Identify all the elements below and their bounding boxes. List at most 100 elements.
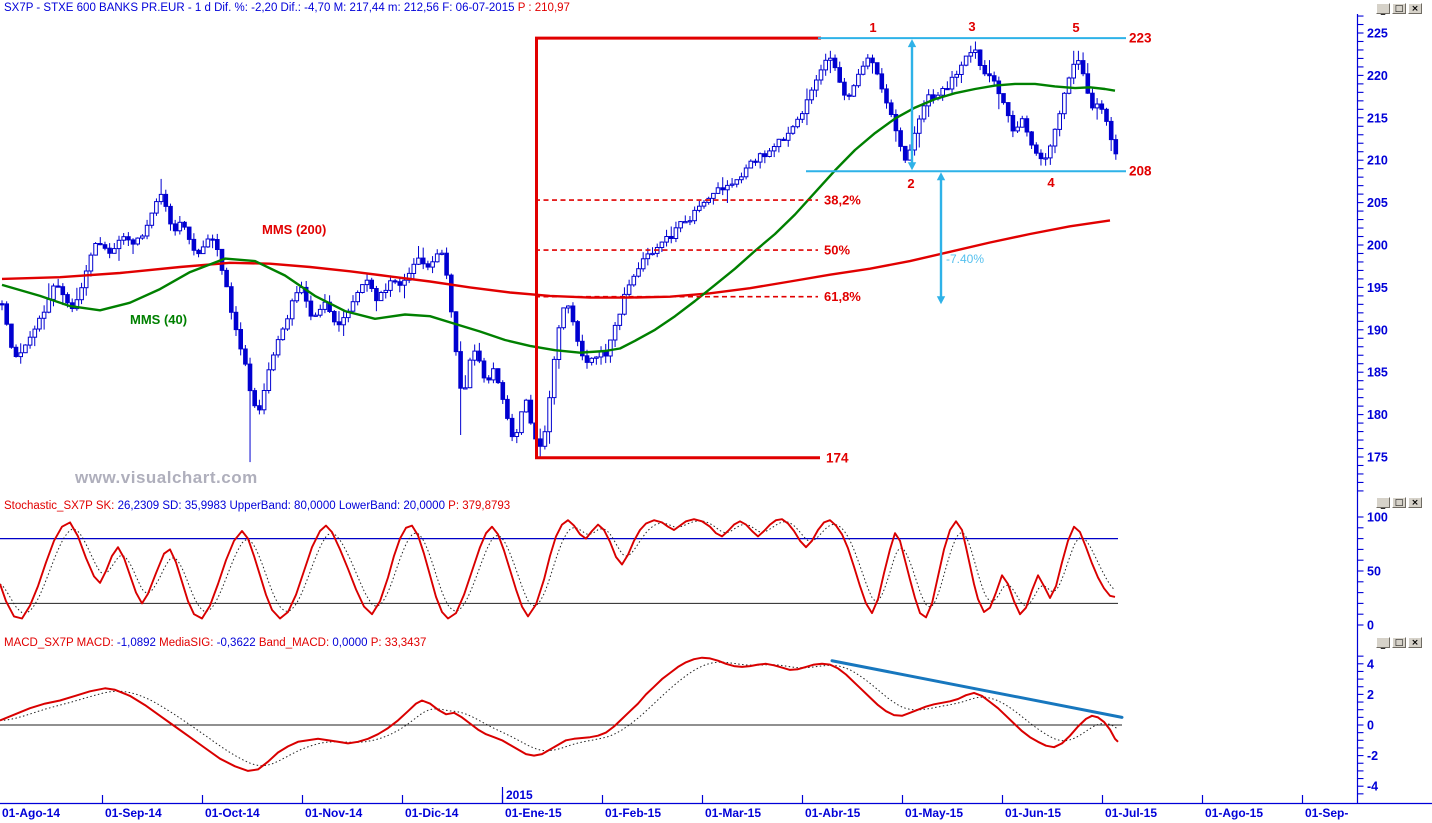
moving-averages: MMS (200) MMS (40) [1, 82, 1116, 354]
candle [1113, 139, 1119, 155]
date-label: 01-Ene-15 [505, 806, 562, 820]
date-label: 01-Ago-14 [2, 806, 60, 820]
date-axis[interactable]: 01-Ago-14 01-Sep-14 01-Oct-14 01-Nov-14 01-D… [0, 787, 1432, 820]
date-label: 01-Oct-14 [205, 806, 260, 820]
price-tick-label: 175 [1367, 451, 1388, 465]
candle [748, 160, 754, 169]
candle [589, 357, 595, 363]
stoch-tick-label: 100 [1367, 511, 1388, 525]
candle [388, 280, 393, 291]
candle [0, 303, 5, 306]
candle [18, 352, 23, 358]
candle [168, 205, 173, 225]
candle [144, 224, 150, 237]
date-label: 01-Nov-14 [305, 806, 363, 820]
candle [800, 113, 805, 120]
main-window-controls: _ □ × [1376, 3, 1422, 16]
candlestick-series [0, 41, 1119, 463]
stochastic-panel [0, 518, 1118, 620]
candle [603, 351, 609, 357]
candle [397, 281, 403, 286]
measure-arrows[interactable]: -7.40% [907, 39, 985, 305]
price-tick-label: 190 [1367, 323, 1388, 337]
elliott-wave-labels[interactable]: 1 2 3 4 5 [869, 19, 1079, 191]
fib-label: 38,2% [824, 193, 861, 208]
stochastic-title-segment: 26,2309 [117, 500, 163, 512]
date-label: 01-Feb-15 [605, 806, 661, 820]
cyan-levels[interactable]: 223 208 [806, 31, 1152, 179]
candle [954, 73, 960, 78]
candle [289, 300, 295, 320]
macd-title-segment: -0,3622 [216, 637, 259, 649]
stochastic-title-segment: UpperBand: 80,0000 [229, 500, 339, 512]
candle [130, 239, 136, 245]
candle [229, 286, 234, 313]
box-bottom-label: 174 [826, 450, 849, 465]
macd-trendline[interactable] [830, 659, 1124, 719]
candle [626, 284, 632, 295]
date-label: 01-Ago-15 [1205, 806, 1263, 820]
candle [434, 253, 440, 263]
maximize-button[interactable]: □ [1392, 497, 1406, 508]
candle [374, 288, 379, 302]
date-label: 01-Mar-15 [705, 806, 761, 820]
candle [1015, 126, 1020, 132]
candle [743, 167, 749, 178]
stochastic-title: Stochastic_SX7P SK: 26,2309 SD: 35,9983 … [4, 500, 510, 512]
stochastic-title-segment: LowerBand: 20,0000 [338, 500, 449, 512]
candle [355, 292, 360, 303]
macd-tick-label: 4 [1367, 657, 1374, 671]
minimize-button[interactable]: _ [1376, 3, 1390, 16]
price-tick-label: 210 [1367, 154, 1388, 168]
candle [678, 221, 683, 229]
candle [439, 252, 445, 255]
price-tick-label: 220 [1367, 69, 1388, 83]
fibonacci-retracement[interactable]: 38,2% 50% 61,8% [535, 193, 861, 305]
close-button[interactable]: × [1408, 3, 1422, 14]
date-label: 01-May-15 [905, 806, 963, 820]
candle [804, 99, 810, 115]
main-title-segment: SX7P - STXE 600 BANKS PR.EUR - 1 d Dif. … [4, 2, 518, 14]
price-tick-label: 215 [1367, 111, 1388, 125]
red-range-box[interactable]: 174 [535, 36, 850, 465]
candle [814, 79, 819, 91]
measure-label: -7.40% [946, 252, 984, 266]
candle [1034, 144, 1039, 154]
candle [392, 280, 398, 283]
candle [636, 268, 641, 277]
macd-tick-label: 2 [1367, 688, 1374, 702]
wave-number: 5 [1072, 20, 1079, 35]
candle [537, 438, 543, 447]
maximize-button[interactable]: □ [1392, 637, 1406, 648]
macd-line [0, 656, 1119, 772]
candle [294, 292, 300, 302]
candle [308, 300, 314, 317]
close-button[interactable]: × [1408, 497, 1422, 508]
candle [1052, 128, 1058, 147]
minimize-button[interactable]: _ [1376, 497, 1390, 510]
candle [126, 236, 131, 241]
candle [659, 241, 665, 249]
macd-tick-label: -2 [1367, 749, 1378, 763]
candle [186, 226, 192, 240]
cyan-level-label: 223 [1129, 31, 1152, 46]
candle [313, 314, 318, 317]
candle [453, 311, 459, 353]
y-axis[interactable]: 225 220 215 210 205 200 195 190 185 180 175 100 50 0 4… [1356, 14, 1388, 803]
candle [322, 301, 328, 310]
candle [303, 286, 309, 302]
candle [79, 287, 84, 301]
maximize-button[interactable]: □ [1392, 3, 1406, 14]
candle [982, 65, 988, 75]
candle [1066, 77, 1072, 94]
candle [88, 254, 94, 272]
candle [215, 239, 220, 250]
wave-number: 4 [1047, 175, 1055, 190]
candle [481, 360, 487, 379]
minimize-button[interactable]: _ [1376, 637, 1390, 650]
candle [177, 221, 183, 232]
wave-number: 3 [968, 19, 975, 34]
candle [172, 223, 178, 232]
close-button[interactable]: × [1408, 637, 1422, 648]
